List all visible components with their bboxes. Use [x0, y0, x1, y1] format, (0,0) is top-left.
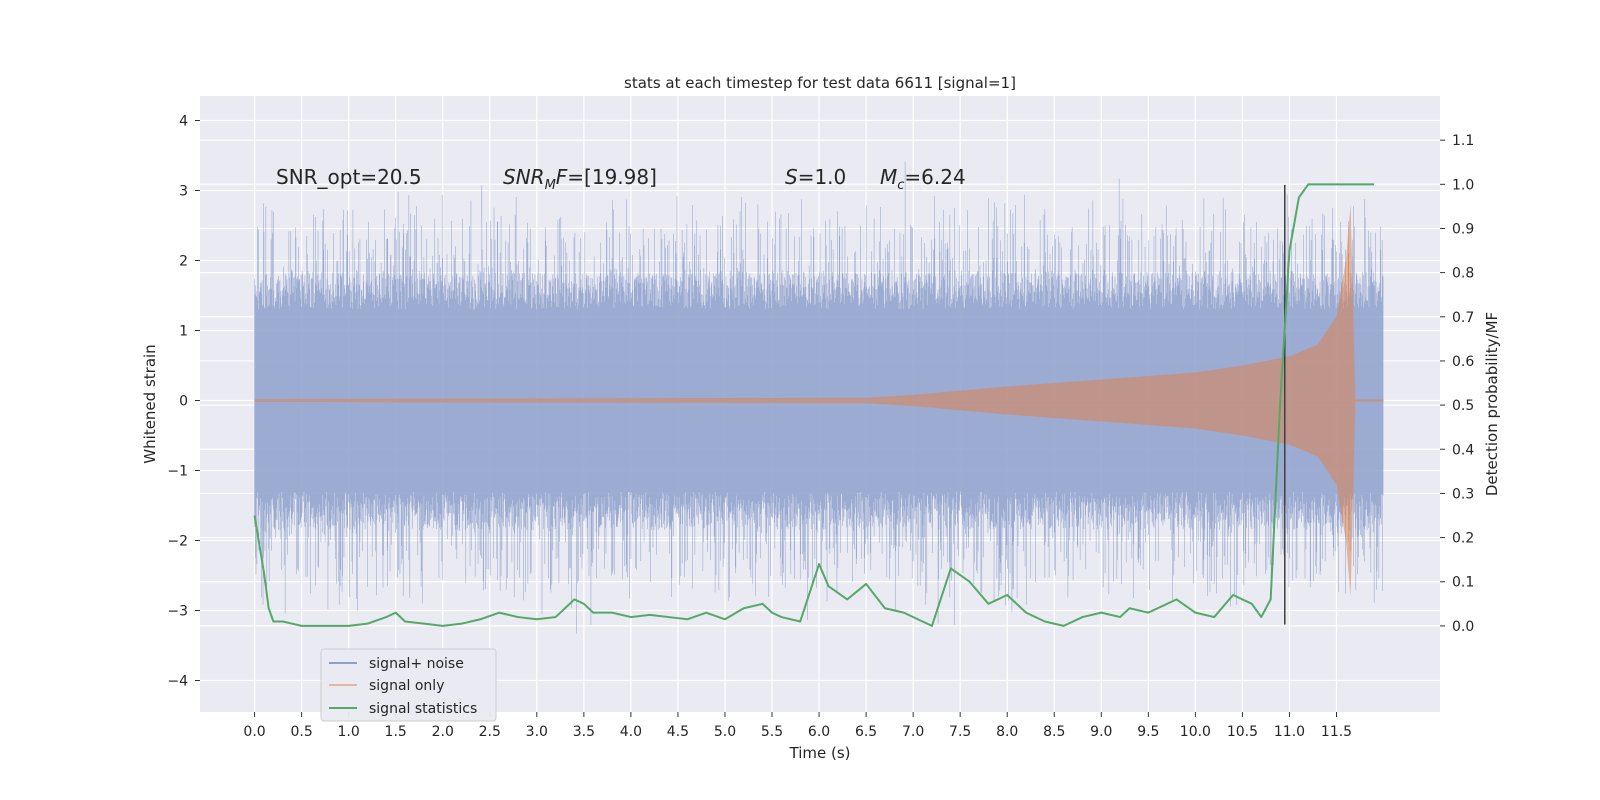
- y-tick-label-left: −1: [167, 464, 188, 480]
- x-tick-label: 8.0: [996, 724, 1018, 740]
- y-tick-label-right: 0.8: [1452, 266, 1474, 282]
- x-tick-label: 6.5: [855, 724, 877, 740]
- right-y-axis-ticks: 1.1 1.0 0.9 0.8 0.7 0.6 0.5 0.4 0.3 0.2 0.1 0.0: [1440, 133, 1474, 635]
- y-tick-label-right: 0.4: [1452, 442, 1474, 458]
- x-tick-label: 2.5: [479, 724, 501, 740]
- signal-only-series: [254, 204, 1384, 597]
- y-tick-label-right: 0.3: [1452, 486, 1474, 502]
- x-tick-label: 11.5: [1321, 724, 1352, 740]
- legend-label-stats: signal statistics: [369, 701, 477, 717]
- x-tick-label: 6.0: [808, 724, 830, 740]
- x-tick-label: 10.5: [1227, 724, 1258, 740]
- x-tick-label: 7.5: [949, 724, 971, 740]
- legend-box: [320, 648, 497, 722]
- y-tick-label-right: 0.6: [1452, 354, 1474, 370]
- y-tick-label-left: 4: [179, 114, 188, 130]
- y-tick-label-left: 0: [179, 394, 188, 410]
- y-tick-label-right: 0.5: [1452, 398, 1474, 414]
- y-tick-label-right: 0.7: [1452, 310, 1474, 326]
- y-tick-label-left: −4: [167, 674, 188, 690]
- x-tick-label: 7.0: [902, 724, 924, 740]
- x-tick-label: 5.0: [714, 724, 736, 740]
- x-axis-ticks: 0.0 0.5 1.0 1.5 2.0 2.5 3.0 3.5 4.0 4.5 5.0 5.5 6.0 6…: [243, 712, 1352, 740]
- x-tick-label: 8.5: [1043, 724, 1065, 740]
- x-tick-label: 10.0: [1180, 724, 1211, 740]
- y-tick-label-right: 0.0: [1452, 619, 1474, 635]
- x-axis-label: Time (s): [789, 744, 851, 762]
- annotation-snr-mf: SNRMF=[19.98]: [503, 165, 657, 193]
- y-tick-label-right: 1.0: [1452, 177, 1474, 193]
- y-tick-label-left: −3: [167, 604, 188, 620]
- x-tick-label: 2.0: [432, 724, 454, 740]
- y-tick-label-left: 3: [179, 184, 188, 200]
- x-tick-label: 9.5: [1137, 724, 1159, 740]
- y-tick-label-left: −2: [167, 534, 188, 550]
- x-tick-label: 1.5: [385, 724, 407, 740]
- y-tick-label-left: 1: [179, 324, 188, 340]
- legend-label-noise: signal+ noise: [369, 656, 464, 672]
- annotation-mc: Mc=6.24: [880, 165, 966, 193]
- legend: signal+ noise signal only signal statist…: [320, 648, 497, 722]
- y-tick-label-right: 1.1: [1452, 133, 1474, 149]
- annotation-snr-opt: SNR_opt=20.5: [276, 165, 422, 189]
- x-tick-label: 9.0: [1090, 724, 1112, 740]
- x-tick-label: 3.5: [573, 724, 595, 740]
- x-tick-label: 1.0: [338, 724, 360, 740]
- x-tick-label: 4.5: [667, 724, 689, 740]
- y-tick-label-right: 0.1: [1452, 575, 1474, 591]
- y-tick-label-right: 0.2: [1452, 531, 1474, 547]
- stats-line: [253, 183, 1375, 627]
- x-tick-label: 0.0: [243, 724, 265, 740]
- x-tick-label: 0.5: [290, 724, 312, 740]
- right-y-axis-label: Detection probability/MF: [1483, 312, 1501, 496]
- legend-label-signal: signal only: [369, 678, 444, 694]
- x-tick-label: 5.5: [761, 724, 783, 740]
- x-tick-label: 3.0: [526, 724, 548, 740]
- signal-envelope: [254, 204, 1356, 597]
- y-tick-label-right: 0.9: [1452, 221, 1474, 237]
- signal-statistics-series: [253, 183, 1375, 627]
- left-y-axis-ticks: 4 3 2 1 0 −1 −2 −3 −4: [167, 114, 200, 690]
- left-y-axis-label: Whitened strain: [141, 344, 159, 463]
- x-tick-label: 11.0: [1274, 724, 1305, 740]
- x-tick-label: 4.0: [620, 724, 642, 740]
- y-tick-label-left: 2: [179, 254, 188, 270]
- annotation-s: S=1.0: [785, 165, 846, 189]
- chart-title: stats at each timestep for test data 661…: [624, 74, 1016, 92]
